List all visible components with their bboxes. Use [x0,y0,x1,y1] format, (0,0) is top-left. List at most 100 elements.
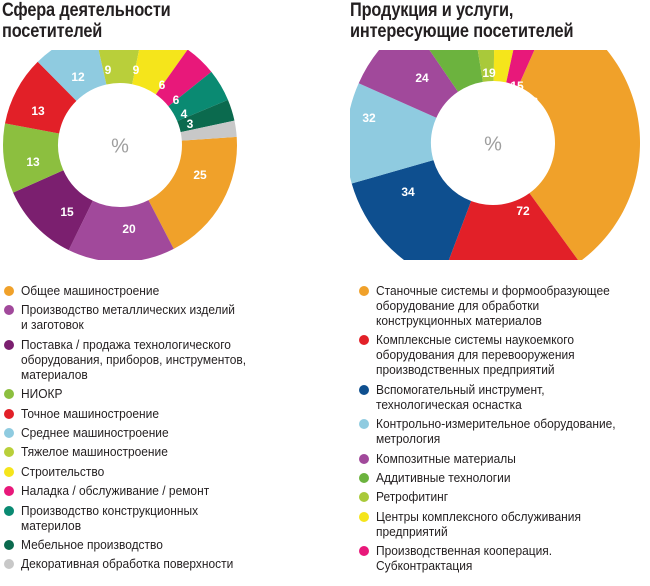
legend-item: Вспомогательный инструмент, технологичес… [359,382,650,412]
legend-item: Производство металлических изделий и заг… [4,302,304,332]
slice-9 [155,50,212,107]
slice-value-label: 15 [510,79,524,93]
slice-1 [518,50,640,260]
legend-item: Точное машиностроение [4,406,304,421]
slice-value-label: 6 [532,95,539,109]
legend-swatch-icon [4,447,14,458]
legend-item: Строительство [4,464,304,479]
slice-5 [5,61,77,134]
slice-2 [68,200,174,260]
legend-label: Центры комплексного обслуживания предпри… [376,508,581,539]
slice-value-label: 15 [60,205,74,219]
center-percent-label: % [111,135,129,157]
legend-item: Мебельное производство [4,537,304,552]
slice-value-label: 4 [181,107,188,121]
slice-2 [448,193,579,260]
legend-swatch-icon [359,335,369,346]
chart-panel-activity: Сфера деятельности посетителей 25 20 15 13 1… [2,0,304,576]
slice-8 [132,50,188,95]
legend-label: Вспомогательный инструмент, технологичес… [376,381,545,412]
slice-value-label: 32 [362,111,376,125]
legend-label: Декоративная обработка поверхности [21,556,234,572]
slice-6 [429,50,483,92]
legend-label: Общее машиностроение [21,283,160,298]
legend-label: Ретрофитинг [376,489,449,505]
legend-label: Комплексные системы наукоемкого оборудов… [376,332,575,378]
legend-swatch-icon [4,427,14,438]
slice-10 [168,71,228,122]
legend-swatch-icon [4,389,14,400]
legend-label: Композитные материалы [376,450,516,466]
slice-1 [148,136,237,249]
legend-label: Мебельное производство [21,536,163,552]
donut-chart-products: 72 34 32 24 19 15 677% [350,50,640,260]
chart-title: Продукция и услуги, интересующие посетит… [350,0,574,42]
legend-label: Наладка / обслуживание / ремонт [21,483,210,499]
chart-title: Сфера деятельности посетителей [2,0,171,42]
legend-label: Аддитивные технологии [376,469,511,485]
legend-item: Среднее машиностроение [4,425,304,440]
slice-3 [351,160,472,260]
legend-swatch-icon [359,286,369,296]
slice-9 [506,50,535,87]
legend-item: Контрольно-измерительное оборудование, м… [359,416,650,446]
slice-value-label: 6 [159,78,166,92]
legend-swatch-icon [359,492,369,503]
slice-value-label: 6 [173,93,180,107]
slice-value-label: 24 [415,71,429,85]
slice-value-label: 13 [26,155,40,169]
legend-item: Композитные материалы [359,451,650,466]
legend-item: Комплексные системы наукоемкого оборудов… [359,332,650,377]
legend-swatch-icon [4,559,14,570]
slice-value-label: 9 [133,63,140,77]
slice-value-label: 25 [193,168,207,182]
slice-value-label: 19 [482,66,496,80]
legend-label: Станочные системы и формообразующее обор… [376,283,610,328]
slice-7 [477,50,495,82]
legend-swatch-icon [359,511,369,522]
legend-swatch-icon [4,305,14,316]
legend-item: Станочные системы и формообразующее обор… [359,283,650,328]
slice-7 [98,50,140,85]
slice-4 [350,83,437,184]
legend-label: Поставка / продажа технологического обор… [21,336,247,382]
legend-label: Производственная кооперация. Субконтракт… [376,543,553,574]
slice-12 [180,120,237,141]
slice-value-label: 12 [71,70,85,84]
legend-item: Производственная кооперация. Субконтракт… [359,543,650,573]
legend-label: Точное машиностроение [21,405,159,421]
slice-value-label: 20 [122,222,136,236]
legend-label: НИОКР [21,386,63,402]
legend-item: Тяжелое машиностроение [4,444,304,459]
legend-item: Аддитивные технологии [359,470,650,485]
legend-item: Поставка / продажа технологического обор… [4,337,304,382]
legend-label: Производство металлических изделий и заг… [21,302,235,333]
legend-swatch-icon [4,286,14,296]
legend-swatch-icon [4,539,14,550]
legend-item: Общее машиностроение [4,283,304,298]
slice-11 [177,99,235,133]
slice-value-label: 3 [187,117,194,131]
legend-swatch-icon [359,419,369,430]
legend-item: Ретрофитинг [359,489,650,504]
slice-value-label: 13 [31,104,45,118]
center-percent-label: % [484,133,502,155]
legend-swatch-icon [4,339,14,350]
legend-swatch-icon [359,384,369,395]
legend-swatch-icon [359,453,369,464]
legend-swatch-icon [4,486,14,497]
slice-value-label: 7 [540,122,547,136]
legend-activity: Общее машиностроение Производство металли… [4,283,304,576]
chart-panel-products: Продукция и услуги, интересующие посетит… [350,0,650,586]
legend-products: Станочные системы и формообразующее обор… [359,283,650,578]
slice-3 [13,170,93,251]
slice-value-label: 72 [516,204,530,218]
slice-4 [2,123,64,193]
legend-swatch-icon [4,466,14,477]
legend-swatch-icon [4,408,14,419]
legend-swatch-icon [4,505,14,516]
legend-swatch-icon [359,472,369,483]
legend-item: Декоративная обработка поверхности [4,556,304,571]
legend-item: Центры комплексного обслуживания предпри… [359,509,650,539]
